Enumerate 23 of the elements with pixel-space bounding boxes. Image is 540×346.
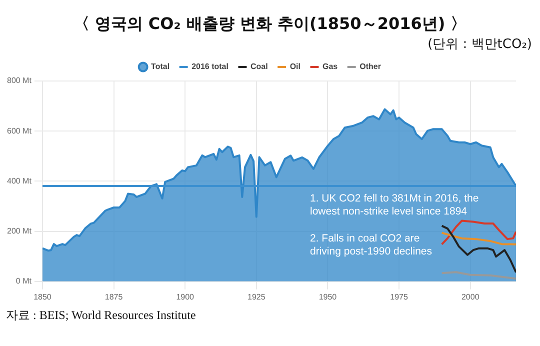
y-tick-label: 800 Mt [6, 76, 32, 86]
legend-label: 2016 total [192, 62, 228, 72]
y-tick-label: 400 Mt [6, 176, 32, 186]
annotation: 2. Falls in coal CO2 are driving post-1990 declines [310, 232, 432, 258]
chart-title: 〈 영국의 CO₂ 배출량 변화 추이(1850～2016년) 〉 [72, 14, 468, 35]
legend-label: Other [360, 62, 381, 72]
x-tick-label: 1975 [390, 292, 408, 302]
text: 자료 : BEIS; World Resources Institute [5, 307, 197, 324]
legend-label: Total [151, 62, 170, 72]
legend-label: Coal [250, 62, 268, 72]
x-tick-label: 2000 [461, 292, 480, 302]
x-tick-label: 1950 [318, 292, 338, 302]
legend-label: Oil [290, 62, 300, 72]
x-tick-label: 1900 [176, 292, 195, 302]
legend-label: Gas [322, 62, 338, 72]
y-tick-label: 200 Mt [6, 226, 32, 236]
y-tick-label: 600 Mt [6, 126, 32, 136]
x-tick-label: 1850 [34, 292, 52, 302]
x-tick-label: 1875 [104, 292, 124, 302]
x-tick-label: 1925 [248, 292, 266, 302]
chart-subtitle: (단위 : 백만tCO₂) [426, 36, 533, 53]
y-tick-label: 0 Mt [16, 276, 32, 286]
annotation: 1. UK CO2 fell to 381Mt in 2016, the lowest non-strike level since 1894 [310, 192, 479, 218]
